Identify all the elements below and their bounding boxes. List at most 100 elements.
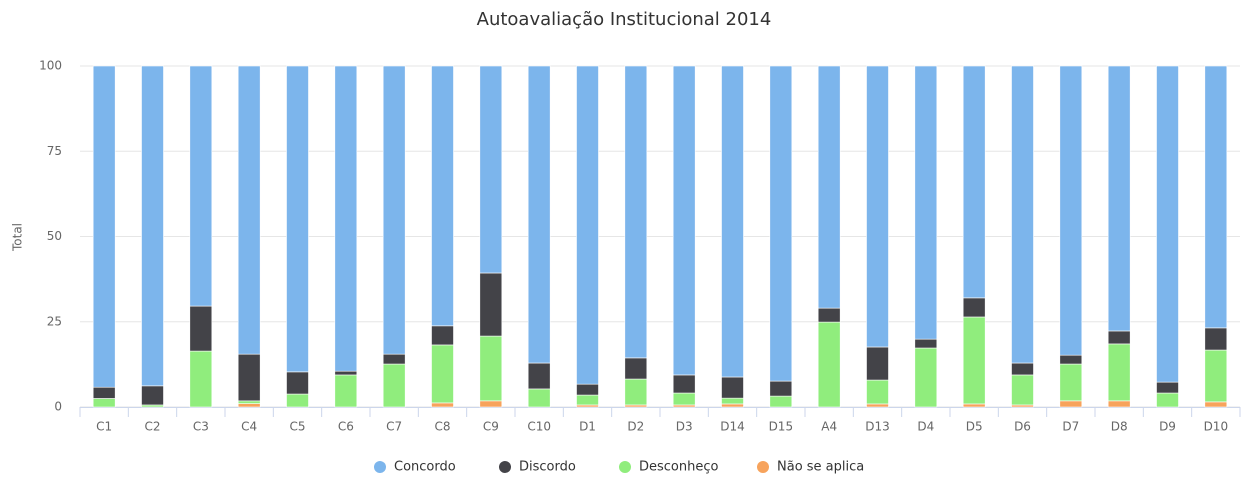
bar-segment [721, 403, 744, 408]
x-tick-label: D4 [917, 420, 934, 434]
bar-segment [237, 65, 261, 355]
bar-segment [576, 394, 599, 406]
x-tick-label: C8 [434, 420, 450, 434]
x-tick-label: C7 [386, 420, 402, 434]
bar-segment [92, 398, 116, 408]
bar-segment [431, 65, 454, 327]
y-tick-label: 50 [47, 229, 62, 243]
y-tick-label: 75 [47, 144, 62, 158]
bar-segment [576, 404, 599, 408]
x-tick-label: D2 [627, 420, 644, 434]
bar-segment [1059, 363, 1083, 402]
y-tick-label: 100 [39, 59, 62, 73]
bar-segment [1107, 330, 1131, 345]
bar-segment [769, 380, 793, 397]
y-tick-label: 0 [54, 400, 62, 414]
bar-segment [1204, 65, 1228, 329]
x-tick-label: D15 [769, 420, 794, 434]
bar-segment [189, 65, 213, 307]
bar-segment [431, 402, 454, 408]
bar-segment [527, 362, 551, 390]
bar-segment [431, 325, 454, 346]
bar-segment [382, 363, 406, 408]
legend-symbol [499, 461, 511, 473]
bar-segment [1156, 381, 1179, 394]
bar-segment [141, 65, 164, 387]
x-tick-label: D1 [579, 420, 596, 434]
bar-segment [817, 65, 841, 309]
bar-segment [1059, 354, 1083, 365]
bar-segment [92, 386, 116, 399]
bar-segment [1107, 65, 1131, 332]
bar-segment [672, 65, 696, 376]
bar-segment [721, 65, 744, 378]
bar-segment [189, 350, 213, 408]
x-tick-label: D13 [865, 420, 890, 434]
legend-label[interactable]: Concordo [394, 460, 456, 475]
bar-segment [914, 347, 938, 408]
bar-segment [672, 374, 696, 394]
bar-segment [1011, 404, 1034, 408]
bar-segment [914, 338, 938, 349]
bar-segment [721, 397, 744, 405]
legend-symbol [374, 461, 386, 473]
x-tick-label: C5 [289, 420, 305, 434]
bar-segment [1011, 65, 1034, 364]
bar-segment [866, 65, 889, 348]
x-tick-label: C10 [527, 420, 551, 434]
bar-segment [576, 383, 599, 396]
bar-segment [92, 65, 116, 388]
bar-segment [672, 392, 696, 406]
bar-segment [189, 305, 213, 352]
bar-segment [527, 388, 551, 408]
bar-segment [286, 371, 309, 395]
bar-segment [141, 404, 164, 408]
bar-segment [237, 400, 261, 404]
x-tick-label: D3 [676, 420, 693, 434]
x-tick-label: D9 [1159, 420, 1176, 434]
x-tick-label: D10 [1204, 420, 1229, 434]
bar-segment [141, 385, 164, 406]
bar-segment [914, 65, 938, 340]
bar-segment [334, 65, 358, 372]
bar-segment [382, 353, 406, 365]
bar-segment [817, 321, 841, 408]
bar-segment [1204, 401, 1228, 408]
legend-label[interactable]: Discordo [519, 460, 576, 475]
bar-segment [817, 307, 841, 323]
bar-segment [1011, 362, 1034, 376]
bar-segment [382, 65, 406, 355]
bar-segment [624, 378, 648, 406]
x-tick-label: D7 [1062, 420, 1079, 434]
bar-segment [237, 353, 261, 402]
bar-segment [1011, 374, 1034, 406]
bar-segment [334, 370, 358, 376]
legend-symbol [757, 461, 769, 473]
legend-label[interactable]: Desconheço [639, 460, 719, 475]
y-tick-label: 25 [47, 314, 62, 328]
bar-segment [1156, 392, 1179, 408]
x-tick-label: C2 [144, 420, 160, 434]
bar-segment [576, 65, 599, 385]
bar-segment [624, 357, 648, 380]
x-tick-label: D6 [1014, 420, 1031, 434]
legend-symbol [619, 461, 631, 473]
bar-segment [721, 376, 744, 399]
bar-segment [1156, 65, 1179, 383]
bar-segment [962, 403, 986, 408]
x-tick-label: C9 [483, 420, 499, 434]
x-tick-label: C4 [241, 420, 257, 434]
bar-segment [672, 404, 696, 408]
bar-segment [527, 65, 551, 364]
bar-segment [1107, 343, 1131, 402]
y-axis-title: Total [11, 223, 25, 252]
bar-segment [431, 344, 454, 404]
bar-segment [479, 400, 503, 408]
x-tick-label: C1 [96, 420, 112, 434]
x-tick-label: C6 [338, 420, 354, 434]
bar-segment [334, 374, 358, 408]
x-tick-label: C3 [193, 420, 209, 434]
bar-segment [286, 65, 309, 373]
legend-label[interactable]: Não se aplica [777, 460, 864, 475]
bar-segment [237, 403, 261, 408]
